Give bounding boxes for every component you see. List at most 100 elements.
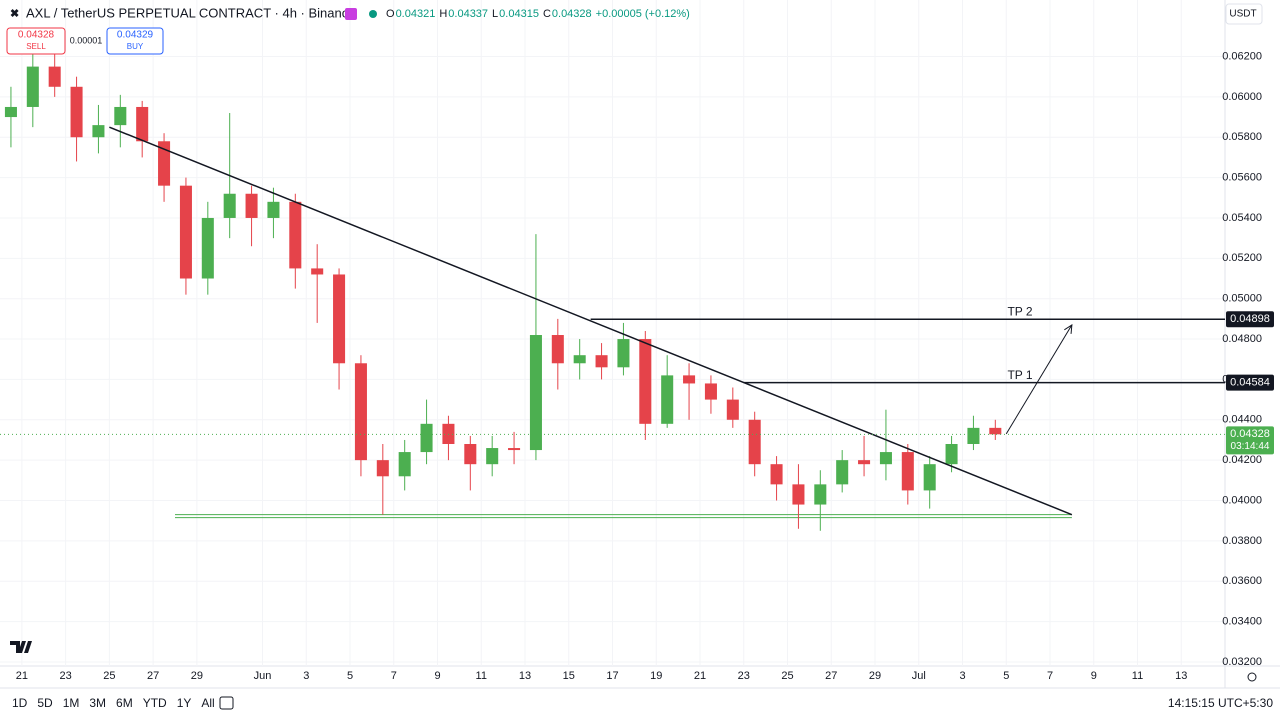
y-tick-label: 0.04200 [1222,454,1262,466]
buy-price[interactable]: 0.04329 [117,30,154,41]
currency-button[interactable] [1225,3,1263,25]
timeframe-button[interactable]: 1Y [177,696,192,710]
candle-body [48,66,61,87]
candle-body [267,201,280,218]
arrow-head [1064,323,1073,334]
x-tick-label: 29 [869,670,881,682]
candle-body [398,452,411,477]
candle-body [595,355,608,368]
candle-body [289,201,302,269]
timeframe-button[interactable]: 6M [116,696,133,710]
candle-body [508,448,521,451]
candle-body [529,335,542,451]
x-tick-label: 27 [147,670,159,682]
target-label: TP 1 [1007,368,1032,382]
timeframe-button[interactable]: 1M [63,696,80,710]
x-tick-label: 15 [563,670,575,682]
sell-price[interactable]: 0.04328 [18,30,55,41]
candle-body [311,268,324,275]
price-badge [1226,311,1274,328]
y-tick-label: 0.03800 [1222,535,1262,547]
candle-body [354,363,367,461]
sell-label[interactable]: SELL [26,42,46,51]
timeframe-button[interactable]: 1D [12,696,28,710]
x-tick-label: 21 [16,670,28,682]
candle-body [376,460,389,477]
x-tick-label: 13 [1175,670,1187,682]
ohlc-value: 0.04328 [552,8,592,20]
sell-button[interactable] [6,27,66,55]
x-tick-label: Jun [254,670,272,682]
ohlc-value: 0.04321 [396,8,436,20]
x-tick-label: 11 [1132,670,1143,682]
candle-body [420,423,433,453]
y-tick-label: 0.05800 [1222,131,1262,143]
candle-body [573,355,586,364]
candle-body [879,452,892,465]
buy-button[interactable] [106,27,164,55]
candle-body [770,464,783,485]
ohlc-key: C [543,8,551,20]
candle-body [26,66,39,107]
y-tick-label: 0.03200 [1222,656,1262,668]
x-tick-label: 13 [519,670,531,682]
x-tick-label: 27 [825,670,837,682]
x-tick-label: 3 [959,670,965,682]
ohlc-key: H [439,8,447,20]
candle-body [661,375,674,424]
x-tick-label: 17 [606,670,618,682]
arrow-line [1005,324,1073,435]
symbol-icon: ✖ [10,8,19,20]
timeframe-button[interactable]: All [201,696,214,710]
candle-body [923,464,936,491]
y-tick-label: 0.03400 [1222,616,1262,628]
candle-body [726,399,739,420]
price-badge-label: 0.04584 [1230,377,1270,389]
date-range-icon[interactable] [219,696,234,710]
y-tick-label: 0.05400 [1222,212,1262,224]
candle-body [901,452,914,491]
x-tick-label: 5 [1003,670,1009,682]
x-tick-label: 23 [60,670,72,682]
currency[interactable]: USDT [1229,9,1256,20]
price-badge [1226,374,1274,391]
candle-body [967,427,980,444]
candle-body [945,444,958,465]
x-tick-label: 29 [191,670,203,682]
x-tick-label: 19 [650,670,662,682]
x-tick-label: 9 [1091,670,1097,682]
x-tick-label: 7 [391,670,397,682]
overlay: ✖ AXL / TetherUS PERPETUAL CONTRACT · 4h… [6,3,1273,710]
logo [10,641,32,653]
flag-icon [345,8,357,20]
buy-label[interactable]: BUY [127,42,144,51]
candle-body [639,339,652,424]
status-dot [369,10,377,18]
candle-body [858,460,871,465]
candle-body [92,125,105,138]
x-tick-label: 5 [347,670,353,682]
x-tick-label: 3 [303,670,309,682]
y-tick-label: 0.04000 [1222,494,1262,506]
last-price-badge [1226,426,1274,455]
timeframe-bar: 1D 5D 1M 3M 6M YTD 1Y All [12,696,215,710]
candle-body [989,427,1002,435]
x-tick-label: 9 [434,670,440,682]
y-tick-label: 0.06000 [1222,91,1262,103]
candle-body [179,185,192,279]
x-tick-label: Jul [912,670,926,682]
candle-body [114,106,127,126]
candle-body [136,106,149,142]
timeframe-button[interactable]: 5D [37,696,53,710]
timeframe-button[interactable]: YTD [143,696,167,710]
timeframe-button[interactable]: 3M [89,696,106,710]
candle-body [223,193,236,218]
y-tick-label: 0.06200 [1222,50,1262,62]
x-tick-label: 23 [738,670,750,682]
spread: 0.00001 [70,35,103,45]
candle-body [792,484,805,505]
candle-body [201,217,214,279]
settings-icon[interactable] [1247,672,1257,682]
y-tick-label: 0.05000 [1222,293,1262,305]
ohlc-key: L [492,8,498,20]
